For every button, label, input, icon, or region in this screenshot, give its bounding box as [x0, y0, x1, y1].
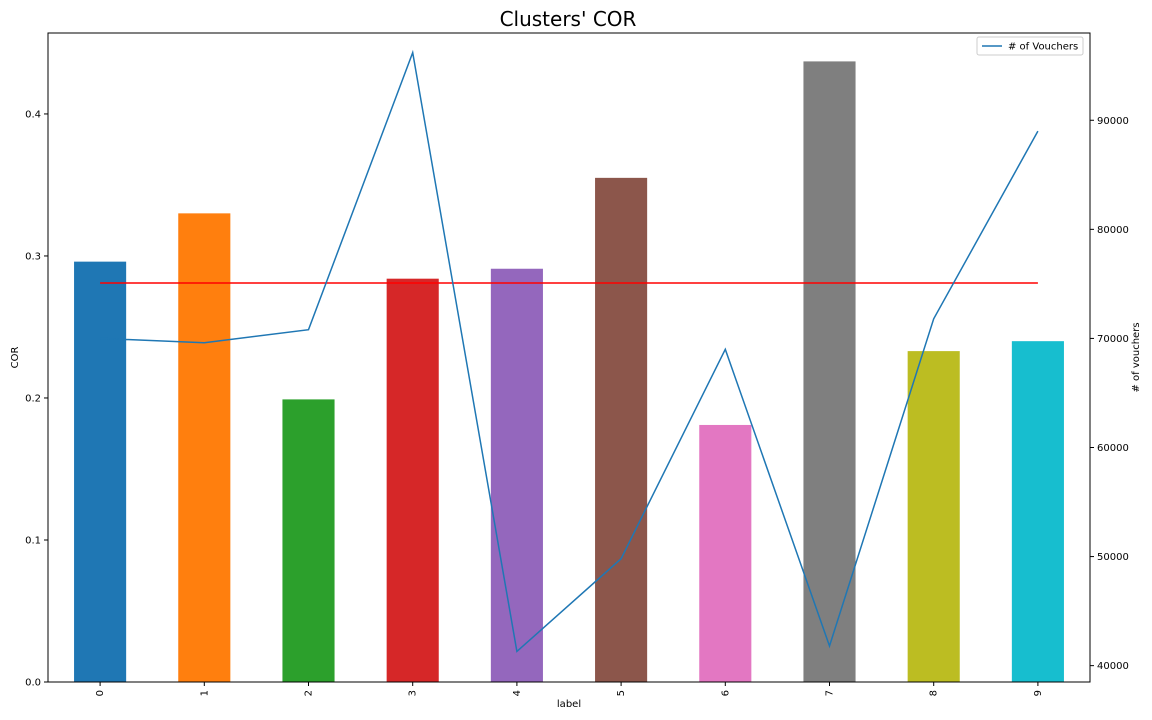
x-tick-label: 6: [720, 690, 731, 696]
vouchers-line: [100, 49, 1039, 653]
chart-title: Clusters' COR: [500, 7, 637, 31]
y-tick-label: 0.1: [25, 535, 41, 546]
y2-tick-label: 50000: [1097, 552, 1129, 563]
vouchers-line-group: [100, 49, 1039, 653]
x-tick-label: 0: [95, 690, 106, 696]
y2-axis-label: # of vouchers: [1131, 322, 1142, 392]
y2-tick-label: 60000: [1097, 443, 1129, 454]
x-tick-label: 2: [304, 690, 315, 696]
bars-group: [74, 61, 1064, 682]
x-tick-label: 7: [825, 690, 836, 696]
bar-8: [907, 351, 960, 682]
y-tick-label: 0.4: [25, 109, 41, 120]
x-tick-label: 9: [1033, 690, 1044, 696]
y-axis-left: 0.0 0.1 0.2 0.3 0.4: [25, 109, 48, 689]
bar-9: [1011, 341, 1064, 682]
bar-3: [386, 278, 439, 682]
x-tick-label: 8: [929, 690, 940, 696]
x-tick-label: 5: [616, 690, 627, 696]
y-tick-label: 0.0: [25, 678, 41, 689]
bar-0: [74, 261, 127, 682]
y2-tick-label: 90000: [1097, 116, 1129, 127]
legend-box: [976, 36, 1084, 56]
y-axis-right: 40000 50000 60000 70000 80000 90000: [1090, 116, 1129, 672]
x-tick-label: 3: [408, 690, 419, 696]
legend-label: # of Vouchers: [1008, 42, 1078, 53]
x-axis: 0 1 2 3 4 5 6 7 8 9: [95, 682, 1044, 696]
y2-tick-label: 80000: [1097, 225, 1129, 236]
y2-tick-label: 40000: [1097, 661, 1129, 672]
x-tick-label: 1: [199, 690, 210, 696]
bar-1: [178, 213, 231, 682]
bar-5: [595, 177, 648, 682]
bar-4: [490, 268, 543, 682]
x-axis-label: label: [557, 699, 581, 710]
bar-6: [699, 424, 752, 682]
bar-2: [282, 399, 335, 682]
plot-frame: [47, 32, 1091, 683]
y-axis-label: COR: [10, 347, 21, 369]
x-tick-label: 4: [512, 690, 523, 696]
legend: # of Vouchers: [976, 36, 1084, 56]
y-tick-label: 0.3: [25, 251, 41, 262]
bar-7: [803, 61, 856, 682]
y2-tick-label: 70000: [1097, 334, 1129, 345]
y-tick-label: 0.2: [25, 393, 41, 404]
